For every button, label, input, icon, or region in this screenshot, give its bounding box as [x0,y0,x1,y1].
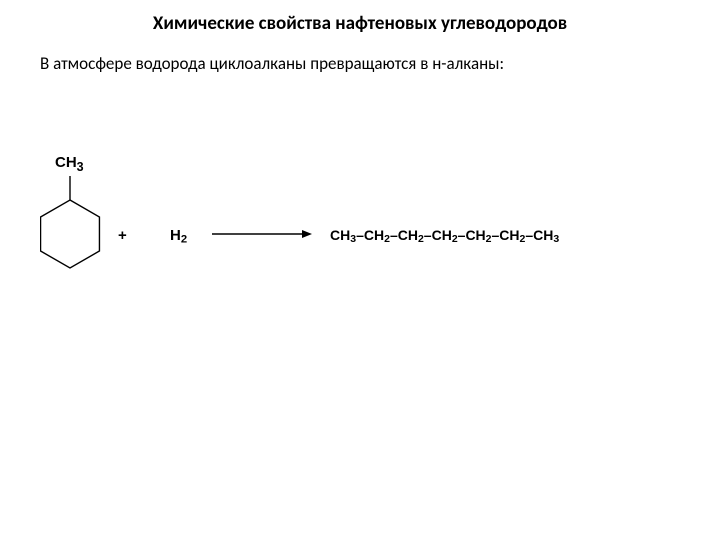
hydrogen-reagent: H2 [170,227,187,245]
subtitle-text: В атмосфере водорода циклоалканы превращ… [40,53,680,74]
plus-sign: + [118,227,127,244]
h2-sub: 2 [181,233,187,245]
product-segment: –CH [525,227,553,243]
product-segment: –CH [356,227,384,243]
page-title: Химические свойства нафтеновых углеводор… [40,12,680,35]
cyclohexane-ring [40,114,120,284]
product-subscript: 3 [553,233,559,245]
h2-base: H [170,227,181,244]
product-heptane: CH3–CH2–CH2–CH2–CH2–CH2–CH3 [330,227,559,245]
reaction-arrow [210,224,320,244]
product-segment: CH [330,227,350,243]
product-segment: –CH [492,227,520,243]
product-segment: –CH [390,227,418,243]
reaction-diagram: CH3 + H2 CH3–CH2–CH2–CH2–CH2–CH2–CH3 [40,114,680,354]
product-segment: –CH [424,227,452,243]
product-segment: –CH [458,227,486,243]
slide-page: Химические свойства нафтеновых углеводор… [0,0,720,540]
